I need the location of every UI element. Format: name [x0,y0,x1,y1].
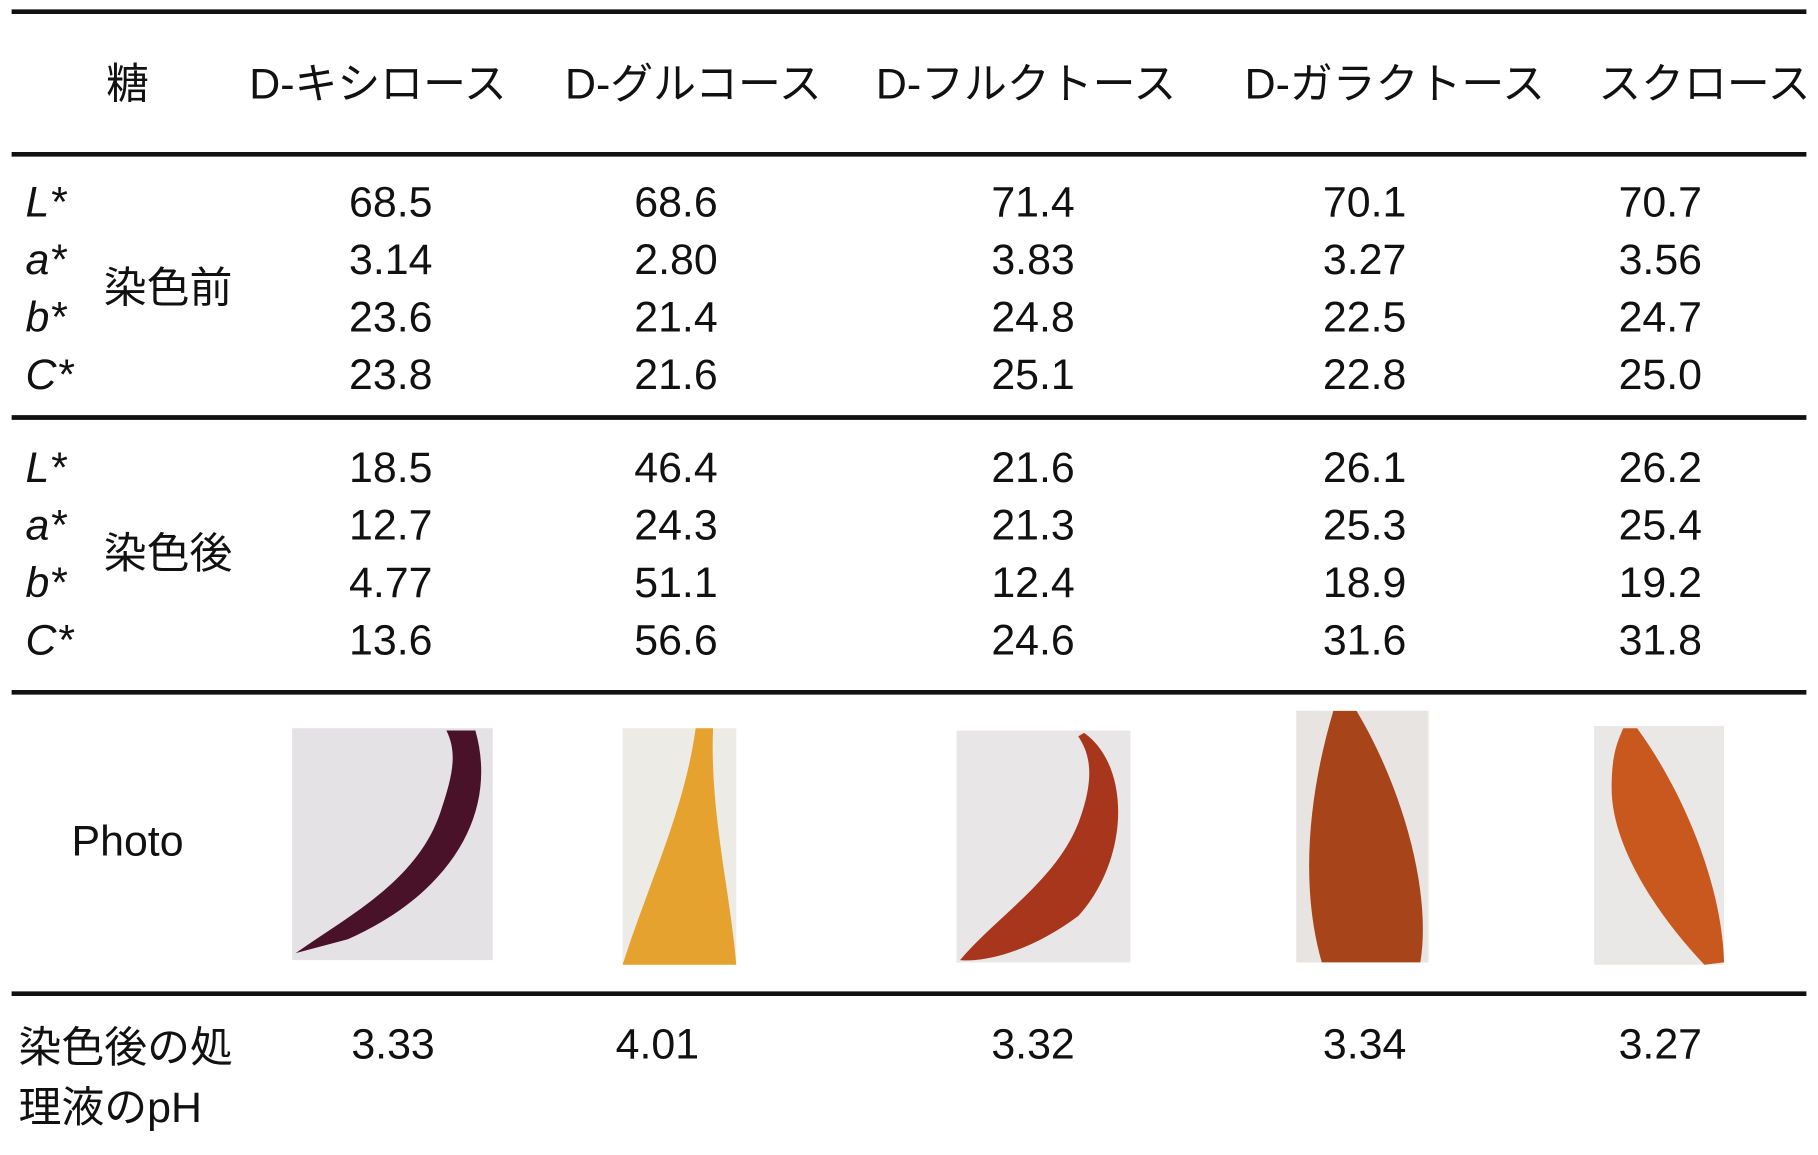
value-cell: 22.8 [1323,351,1406,399]
photo [1594,725,1725,965]
value-cell: 2.80 [634,236,717,284]
value-cell: 56.6 [634,616,717,664]
header-cell: D-キシロース [249,60,506,108]
value-cell: 24.8 [991,293,1074,341]
param-label: L* [26,444,68,492]
header-cell: D-グルコース [565,60,822,108]
photo [292,728,493,961]
value-cell: 3.14 [349,236,432,284]
value-cell: 70.7 [1619,179,1702,227]
ph-value: 3.34 [1323,1020,1406,1068]
value-cell: 21.6 [991,444,1074,492]
value-cell: 3.27 [1323,236,1406,284]
value-cell: 3.83 [991,236,1074,284]
photo [1296,710,1429,963]
ph-label: 染色後の処 [19,1024,233,1072]
header-cell: D-フルクトース [876,60,1176,108]
value-cell: 21.3 [991,502,1074,550]
param-label: a* [26,502,68,550]
value-cell: 13.6 [349,616,432,664]
ph-value: 4.01 [616,1020,699,1068]
value-cell: 26.2 [1619,444,1702,492]
header-cell: D-ガラクトース [1245,60,1545,108]
group-label: 染色前 [104,264,233,312]
value-cell: 22.5 [1323,293,1406,341]
value-cell: 51.1 [634,559,717,607]
value-cell: 24.7 [1619,293,1702,341]
value-cell: 25.1 [991,351,1074,399]
value-cell: 18.5 [349,444,432,492]
param-label: C* [26,616,75,664]
value-cell: 25.3 [1323,502,1406,550]
value-cell: 19.2 [1619,559,1702,607]
value-cell: 21.4 [634,293,717,341]
value-cell: 71.4 [991,179,1074,227]
value-cell: 24.3 [634,502,717,550]
value-cell: 25.4 [1619,502,1702,550]
value-cell: 23.8 [349,351,432,399]
value-cell: 3.56 [1619,236,1702,284]
header-cell: スクロース [1598,60,1810,108]
value-cell: 21.6 [634,351,717,399]
param-label: b* [26,559,68,607]
value-cell: 31.8 [1619,616,1702,664]
value-cell: 70.1 [1323,179,1406,227]
photo [622,728,737,965]
value-cell: 46.4 [634,444,717,492]
value-cell: 12.7 [349,502,432,550]
value-cell: 31.6 [1323,616,1406,664]
value-cell: 12.4 [991,559,1074,607]
ph-value: 3.27 [1619,1020,1702,1068]
value-cell: 24.6 [991,616,1074,664]
value-cell: 68.6 [634,179,717,227]
value-cell: 26.1 [1323,444,1406,492]
value-cell: 4.77 [349,559,432,607]
ph-value: 3.33 [351,1020,434,1068]
header-cell: 糖 [106,60,149,108]
photo [956,730,1131,963]
value-cell: 68.5 [349,179,432,227]
photo-label: Photo [72,817,184,865]
param-label: b* [26,293,68,341]
param-label: a* [26,236,68,284]
group-label: 染色後 [104,530,233,578]
value-cell: 25.0 [1619,351,1702,399]
param-label: L* [26,179,68,227]
value-cell: 23.6 [349,293,432,341]
ph-label: 理液のpH [19,1084,202,1132]
param-label: C* [26,351,75,399]
value-cell: 18.9 [1323,559,1406,607]
ph-value: 3.32 [991,1020,1074,1068]
